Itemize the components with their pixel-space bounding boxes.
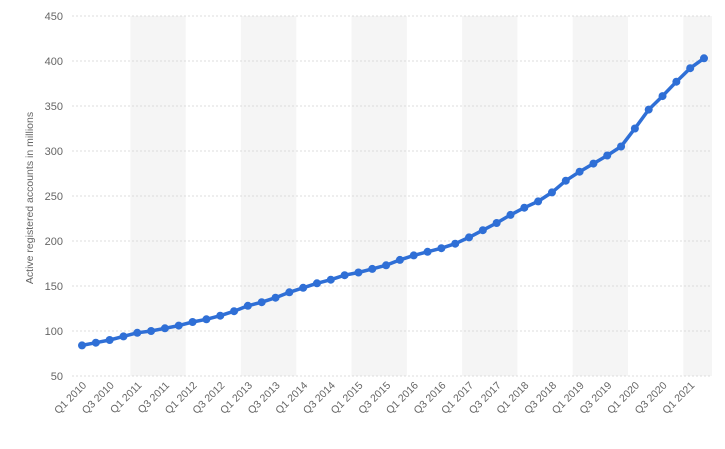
data-point[interactable] xyxy=(340,271,349,280)
y-tick-label: 350 xyxy=(45,101,63,113)
data-point[interactable] xyxy=(257,298,266,307)
data-point[interactable] xyxy=(285,288,294,297)
y-tick-label: 200 xyxy=(45,236,63,248)
data-point[interactable] xyxy=(534,197,543,206)
data-point[interactable] xyxy=(672,77,681,86)
data-point[interactable] xyxy=(91,338,100,347)
data-point[interactable] xyxy=(409,251,418,260)
data-point[interactable] xyxy=(147,327,156,335)
data-point[interactable] xyxy=(492,219,501,227)
data-point[interactable] xyxy=(686,64,695,73)
data-point[interactable] xyxy=(133,328,142,337)
data-point[interactable] xyxy=(437,244,446,253)
data-point[interactable] xyxy=(700,54,708,63)
data-point[interactable] xyxy=(312,279,321,288)
data-point[interactable] xyxy=(382,261,391,270)
y-axis-ticks: 50 100 150 200 250 300 350 400 450 xyxy=(45,11,63,383)
data-point[interactable] xyxy=(354,268,363,277)
data-point[interactable] xyxy=(216,311,225,320)
data-point[interactable] xyxy=(617,142,626,151)
series-line xyxy=(80,56,706,348)
data-point[interactable] xyxy=(575,167,584,176)
data-point[interactable] xyxy=(603,151,612,160)
data-point[interactable] xyxy=(644,105,653,114)
data-point[interactable] xyxy=(395,255,404,264)
y-tick-label: 100 xyxy=(45,326,63,338)
data-point[interactable] xyxy=(160,324,169,333)
y-tick-label: 300 xyxy=(45,146,63,158)
data-point[interactable] xyxy=(368,264,377,273)
data-point[interactable] xyxy=(561,176,570,185)
data-point[interactable] xyxy=(271,293,280,302)
data-point[interactable] xyxy=(119,332,128,341)
y-tick-label: 150 xyxy=(45,281,63,293)
y-tick-label: 400 xyxy=(45,56,63,68)
y-tick-label: 50 xyxy=(51,371,63,383)
data-point[interactable] xyxy=(78,341,86,350)
data-point[interactable] xyxy=(202,315,211,324)
data-point[interactable] xyxy=(520,203,529,212)
data-point[interactable] xyxy=(478,226,487,235)
data-point[interactable] xyxy=(547,188,556,197)
data-point[interactable] xyxy=(451,239,460,248)
series-layer xyxy=(78,54,708,350)
data-point[interactable] xyxy=(658,92,667,101)
data-point[interactable] xyxy=(326,275,335,284)
data-point[interactable] xyxy=(105,336,114,344)
data-point[interactable] xyxy=(188,318,197,326)
data-point[interactable] xyxy=(230,307,239,316)
data-point[interactable] xyxy=(423,247,432,256)
background-band xyxy=(351,16,407,376)
data-point[interactable] xyxy=(506,210,515,219)
data-point[interactable] xyxy=(174,321,183,330)
data-point[interactable] xyxy=(299,283,308,292)
y-axis-title: Active registered accounts in millions xyxy=(24,112,36,284)
gridlines xyxy=(72,15,712,377)
data-point[interactable] xyxy=(630,124,639,133)
data-point[interactable] xyxy=(589,159,598,168)
data-point[interactable] xyxy=(243,301,252,310)
y-tick-label: 250 xyxy=(45,191,63,203)
y-tick-label: 450 xyxy=(45,11,63,23)
data-point[interactable] xyxy=(465,233,474,242)
